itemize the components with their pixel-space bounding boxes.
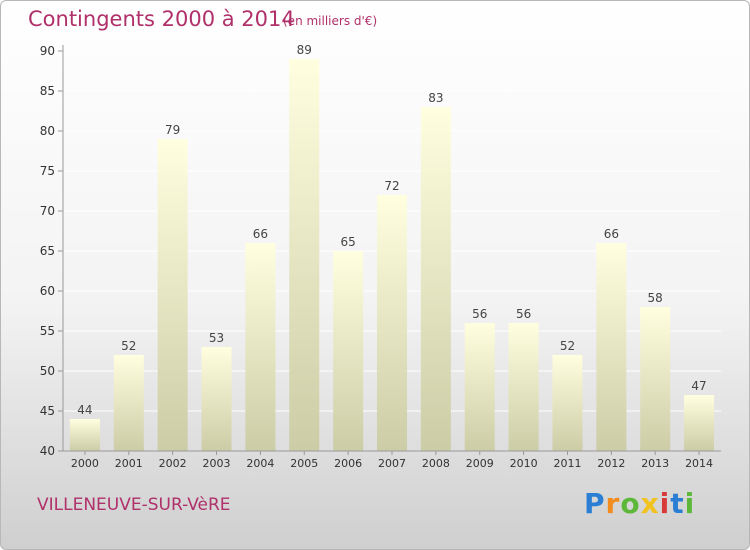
y-tick-label: 65 xyxy=(40,244,55,258)
axes: 40 45 50 55 60 65 70 75 80 85 90 2000 2001 2002 2003 20… xyxy=(40,44,721,470)
bar-2003 xyxy=(201,347,232,451)
x-tick-label: 2005 xyxy=(290,457,318,470)
x-tick-label: 2006 xyxy=(334,457,362,470)
brand-letter: P xyxy=(584,487,606,520)
bar-2010 xyxy=(508,323,539,451)
brand-letter: x xyxy=(640,487,660,520)
data-label: 72 xyxy=(384,179,399,193)
data-label: 58 xyxy=(648,291,663,305)
bar-2009 xyxy=(464,323,495,451)
y-tick-label: 80 xyxy=(40,124,55,138)
proxiti-logo: Proxiti xyxy=(584,487,695,520)
brand-letter: o xyxy=(620,487,641,520)
brand-letter: i xyxy=(659,487,671,520)
data-label: 53 xyxy=(209,331,224,345)
x-tick-label: 2003 xyxy=(203,457,231,470)
chart-title: Contingents 2000 à 2014 xyxy=(28,7,295,31)
data-label: 66 xyxy=(604,227,619,241)
x-tick-label: 2001 xyxy=(115,457,143,470)
bar-2000 xyxy=(69,419,100,451)
data-label: 66 xyxy=(253,227,268,241)
chart-subtitle: (en milliers d'€) xyxy=(283,14,378,28)
brand-letter: t xyxy=(670,487,685,520)
x-tick-label: 2009 xyxy=(466,457,494,470)
bar-2012 xyxy=(596,243,627,451)
data-label: 65 xyxy=(340,235,355,249)
x-tick-label: 2013 xyxy=(641,457,669,470)
bar-2014 xyxy=(684,395,715,451)
bar-2006 xyxy=(333,251,364,451)
bar-2001 xyxy=(113,355,144,451)
x-tick-label: 2002 xyxy=(159,457,187,470)
bar-2002 xyxy=(157,139,188,451)
data-label: 79 xyxy=(165,123,180,137)
data-label: 44 xyxy=(77,403,92,417)
y-tick-label: 60 xyxy=(40,284,55,298)
x-tick-label: 2012 xyxy=(597,457,625,470)
data-label: 56 xyxy=(472,307,487,321)
data-label: 89 xyxy=(297,43,312,57)
y-tick-label: 45 xyxy=(40,404,55,418)
data-label: 83 xyxy=(428,91,443,105)
brand-letter: r xyxy=(605,487,621,520)
x-tick-label: 2008 xyxy=(422,457,450,470)
y-tick-label: 50 xyxy=(40,364,55,378)
data-label: 52 xyxy=(121,339,136,353)
bars: 44 52 79 53 66 89 65 72 83 56 56 52 66 58 47 xyxy=(69,43,715,451)
y-tick-label: 75 xyxy=(40,164,55,178)
data-label: 47 xyxy=(691,379,706,393)
x-tick-label: 2000 xyxy=(71,457,99,470)
x-tick-label: 2004 xyxy=(246,457,274,470)
data-label: 52 xyxy=(560,339,575,353)
brand-letter: i xyxy=(684,487,696,520)
x-tick-label: 2007 xyxy=(378,457,406,470)
y-tick-label: 40 xyxy=(40,444,55,458)
bar-2013 xyxy=(640,307,671,451)
y-tick-label: 90 xyxy=(40,44,55,58)
bar-chart: 44 52 79 53 66 89 65 72 83 56 56 52 66 58 47 40 45 50 55 6… xyxy=(40,43,721,470)
commune-name: VILLENEUVE-SUR-VèRE xyxy=(37,495,231,515)
bar-2005 xyxy=(289,59,320,451)
bar-2008 xyxy=(420,107,451,451)
bar-2004 xyxy=(245,243,276,451)
x-tick-label: 2011 xyxy=(553,457,581,470)
y-tick-label: 85 xyxy=(40,84,55,98)
bar-2007 xyxy=(377,195,407,451)
bar-2011 xyxy=(552,355,583,451)
y-tick-label: 70 xyxy=(40,204,55,218)
x-tick-label: 2010 xyxy=(510,457,538,470)
data-label: 56 xyxy=(516,307,531,321)
x-tick-label: 2014 xyxy=(685,457,713,470)
y-tick-label: 55 xyxy=(40,324,55,338)
